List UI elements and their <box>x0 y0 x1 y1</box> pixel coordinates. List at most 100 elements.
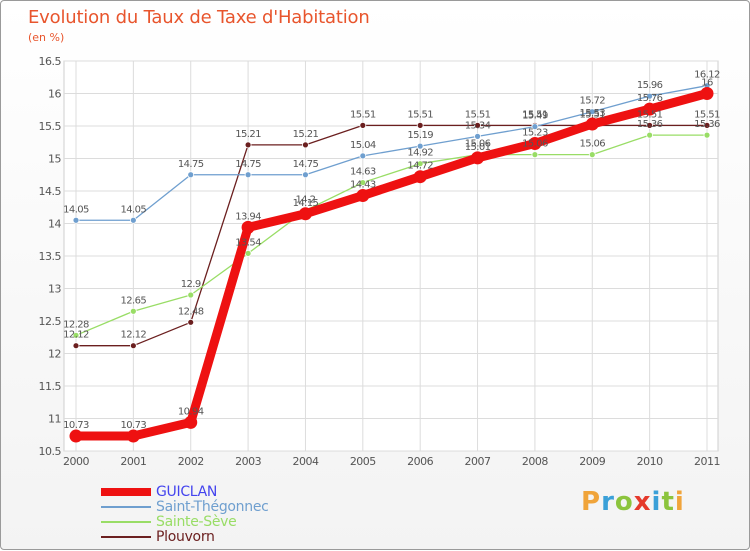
y-tick-label: 11.5 <box>39 380 62 393</box>
logo-letter: i <box>674 487 685 517</box>
x-tick-label: 2004 <box>292 455 318 468</box>
series-line <box>75 85 708 221</box>
data-label: 15.06 <box>465 139 491 150</box>
legend-label: GUICLAN <box>156 484 218 500</box>
y-tick-label: 10.5 <box>39 445 62 458</box>
data-label: 10.94 <box>178 406 204 417</box>
data-label: 15.04 <box>350 140 376 151</box>
data-label: 15.49 <box>522 111 548 122</box>
data-label: 15.19 <box>407 130 433 141</box>
data-point <box>187 318 195 326</box>
logo-letter: P <box>581 487 602 517</box>
data-label: 15.53 <box>579 108 605 119</box>
data-label: 14.92 <box>407 148 433 159</box>
data-label: 15.51 <box>637 109 663 120</box>
data-point <box>416 121 424 129</box>
data-point <box>356 189 370 203</box>
data-label: 16.12 <box>694 70 720 81</box>
data-label: 13.54 <box>235 237 261 248</box>
x-tick-label: 2002 <box>178 455 204 468</box>
x-tick-label: 2011 <box>694 455 720 468</box>
data-point <box>646 131 654 139</box>
data-label: 12.12 <box>121 330 147 341</box>
y-tick-label: 13 <box>48 283 61 296</box>
data-point <box>244 249 252 257</box>
data-point <box>474 132 481 140</box>
data-label: 15.01 <box>465 142 491 153</box>
x-tick-label: 2000 <box>63 455 89 468</box>
legend-swatch <box>101 536 151 538</box>
data-point <box>413 170 427 184</box>
legend-label: Plouvorn <box>156 529 215 545</box>
data-point <box>531 123 539 131</box>
y-tick-label: 13.5 <box>39 250 62 263</box>
data-point <box>72 216 80 224</box>
data-label: 16 <box>701 78 713 89</box>
y-tick-label: 16.5 <box>39 55 62 68</box>
data-point <box>643 102 657 116</box>
data-label: 14.05 <box>63 204 89 215</box>
data-point <box>528 137 542 151</box>
y-tick-label: 11 <box>48 413 61 426</box>
legend-label: Saint-Thégonnec <box>156 499 269 515</box>
data-point <box>69 429 83 443</box>
data-point <box>244 141 252 149</box>
data-point <box>703 121 711 129</box>
x-tick-label: 2001 <box>120 455 146 468</box>
data-point <box>129 307 137 315</box>
series-guiclan <box>69 87 714 443</box>
data-label: 15.06 <box>579 139 605 150</box>
data-label: 15.96 <box>637 80 663 91</box>
data-point <box>129 342 137 350</box>
logo-letter: r <box>601 487 615 517</box>
data-point <box>416 160 424 168</box>
y-tick-label: 12 <box>48 348 61 361</box>
data-point <box>703 131 711 139</box>
data-label: 14.75 <box>235 159 261 170</box>
legend-swatch <box>101 521 151 523</box>
data-label: 12.12 <box>63 330 89 341</box>
data-point <box>302 141 309 149</box>
data-point <box>241 220 255 234</box>
data-label: 15.76 <box>637 93 663 104</box>
data-point <box>700 87 714 100</box>
data-label: 15.72 <box>579 96 605 107</box>
data-point <box>184 415 198 429</box>
y-tick-label: 15.5 <box>39 120 62 133</box>
logo-letter: t <box>661 487 675 517</box>
data-label: 14.63 <box>350 167 376 178</box>
data-point <box>588 151 596 159</box>
chart-title: Evolution du Taux de Taxe d'Habitation <box>28 7 370 28</box>
data-point <box>416 142 424 150</box>
data-point <box>187 171 195 179</box>
data-point <box>129 216 137 224</box>
data-point <box>187 291 195 299</box>
data-point <box>244 171 252 179</box>
logo-letter: x <box>633 487 652 517</box>
data-point <box>471 151 485 165</box>
legend-swatch <box>101 506 151 508</box>
data-label: 13.94 <box>235 211 261 222</box>
proxiti-logo: Proxiti <box>581 487 685 517</box>
data-label: 14.75 <box>178 159 204 170</box>
data-label: 15.51 <box>465 109 491 120</box>
data-point <box>646 92 654 100</box>
data-label: 12.9 <box>181 279 201 290</box>
data-point <box>302 171 309 179</box>
y-tick-label: 15 <box>48 153 61 166</box>
data-label: 14.05 <box>121 204 147 215</box>
data-label: 14.72 <box>407 161 433 172</box>
data-point <box>585 117 599 131</box>
data-point <box>646 121 654 129</box>
data-point <box>359 121 367 129</box>
logo-letter: o <box>614 487 634 517</box>
data-label: 15.06 <box>522 139 548 150</box>
x-tick-label: 2006 <box>407 455 433 468</box>
data-label: 15.51 <box>407 109 433 120</box>
data-point <box>126 429 140 443</box>
y-tick-label: 14 <box>48 218 61 231</box>
logo-letter: i <box>651 487 662 517</box>
y-tick-label: 14.5 <box>39 185 62 198</box>
